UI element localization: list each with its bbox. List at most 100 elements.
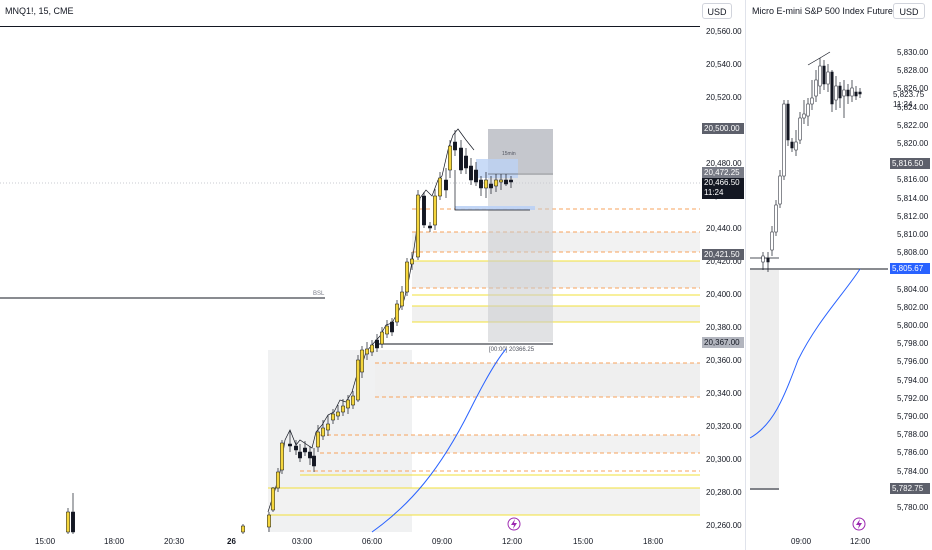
candle-bull bbox=[782, 103, 786, 177]
candle-bull bbox=[280, 442, 284, 471]
right-price-tick: 5,790.00 bbox=[897, 412, 929, 421]
candle-bear bbox=[308, 451, 312, 459]
left-price-tick: 20,520.00 bbox=[706, 92, 742, 102]
zone-shade-5 bbox=[320, 435, 700, 453]
right-price-tick: 5,786.00 bbox=[897, 448, 929, 458]
candle-bull bbox=[336, 411, 340, 417]
candle-bull bbox=[818, 65, 822, 87]
candle-bear bbox=[459, 147, 463, 171]
right-lightning-icon[interactable] bbox=[852, 517, 866, 531]
candle-bull bbox=[66, 511, 70, 533]
candle-bull bbox=[810, 97, 814, 105]
right-price-tick: 5,824.00 bbox=[897, 102, 929, 112]
candle-bull bbox=[774, 204, 778, 233]
ma-line bbox=[371, 348, 507, 533]
box-label: 15min bbox=[502, 151, 516, 157]
yellow-levels bbox=[268, 260, 700, 516]
candle-bear bbox=[422, 195, 426, 226]
zone-shade-1 bbox=[412, 232, 700, 252]
chart-separator[interactable] bbox=[745, 0, 746, 550]
left-price-tick: 20,560.00 bbox=[706, 27, 742, 36]
left-price-tick: 20,440.00 bbox=[706, 224, 742, 234]
right-countdown: 11:24 bbox=[893, 100, 913, 109]
candle-bear bbox=[288, 443, 292, 447]
candle-bull bbox=[360, 349, 364, 373]
candle-bull bbox=[778, 175, 782, 205]
right-price-tick: 5,798.00 bbox=[897, 339, 929, 349]
candle-bull bbox=[761, 255, 765, 263]
right-price-tick: 5,794.00 bbox=[897, 375, 929, 385]
candle-bear bbox=[489, 183, 493, 189]
right-price-tick: 5,784.00 bbox=[897, 466, 929, 476]
right-last-price-value: 5,823.75 bbox=[893, 90, 925, 99]
right-price-label-782: 5,782.75 bbox=[890, 483, 930, 494]
left-price-tick: 20,360.00 bbox=[706, 356, 742, 365]
left-price-tick: 20,380.00 bbox=[706, 323, 742, 333]
time-tick: 12:00 bbox=[502, 537, 523, 546]
candle-bull bbox=[351, 395, 355, 406]
candle-bull bbox=[448, 145, 452, 171]
left-price-tick: 20,540.00 bbox=[706, 59, 742, 69]
candle-bull bbox=[850, 87, 854, 97]
left-price-axis[interactable]: 20,560.00 20,540.00 20,520.00 20,500.00 20,4… bbox=[700, 26, 745, 536]
left-symbol-title[interactable]: MNQ1!, 15, CME bbox=[5, 6, 74, 16]
right-structure-line bbox=[807, 51, 831, 66]
candle-bull bbox=[400, 291, 404, 307]
candle-bull bbox=[365, 348, 369, 355]
right-price-tick: 5,802.00 bbox=[897, 302, 929, 312]
right-price-tick: 5,810.00 bbox=[897, 230, 929, 239]
candle-bear bbox=[453, 141, 457, 151]
candle-bull bbox=[494, 179, 498, 187]
candle-bear bbox=[464, 155, 468, 169]
price-label-421: 20,421.50 bbox=[702, 249, 744, 260]
left-price-tick: 20,420.00 bbox=[706, 257, 742, 267]
time-tick: 03:00 bbox=[292, 537, 313, 546]
candle-bull bbox=[380, 331, 384, 345]
right-price-tick: 5,826.00 bbox=[897, 84, 929, 94]
candle-bull bbox=[405, 261, 409, 293]
left-currency-button[interactable]: USD bbox=[702, 3, 732, 19]
right-last-price-label: 5,823.75 11:24 bbox=[893, 90, 931, 110]
right-price-tick: 5,804.00 bbox=[897, 284, 929, 294]
left-price-tick: 20,260.00 bbox=[706, 520, 742, 530]
left-price-tick: 20,340.00 bbox=[706, 388, 742, 398]
zone-shade-4 bbox=[375, 363, 700, 397]
right-price-tick: 5,808.00 bbox=[897, 248, 929, 258]
candle-bear bbox=[312, 455, 316, 467]
candle-bull bbox=[798, 117, 802, 141]
candle-bear bbox=[854, 91, 858, 97]
candle-bear bbox=[375, 339, 379, 349]
time-tick: 18:00 bbox=[104, 537, 125, 546]
left-chart-canvas[interactable]: BSL 15min [00:00] 20366.25 bbox=[0, 0, 745, 550]
right-currency-button[interactable]: USD bbox=[893, 3, 925, 19]
left-time-axis[interactable]: 15:00 18:00 20:30 26 03:00 06:00 09:00 12:00 15:… bbox=[0, 536, 700, 550]
candle-bull bbox=[271, 487, 275, 511]
right-chart-canvas[interactable] bbox=[748, 0, 888, 550]
right-candles bbox=[761, 58, 862, 272]
right-time-axis[interactable]: 09:00 12:00 bbox=[748, 536, 888, 550]
candle-bear bbox=[294, 445, 298, 451]
time-tick: 15:00 bbox=[573, 537, 594, 546]
right-price-tick: 5,830.00 bbox=[897, 48, 929, 57]
candle-bull bbox=[267, 514, 271, 528]
orange-levels bbox=[300, 208, 700, 472]
left-price-tick: 20,280.00 bbox=[706, 487, 742, 497]
candle-bear bbox=[479, 179, 483, 189]
candle-bull bbox=[802, 113, 806, 119]
candle-bull bbox=[842, 89, 846, 97]
candle-bull bbox=[356, 359, 360, 401]
candle-bull bbox=[794, 141, 798, 151]
time-tick: 18:00 bbox=[643, 537, 664, 546]
candle-bear bbox=[444, 179, 448, 191]
blue-strip bbox=[455, 206, 535, 210]
candle-bull bbox=[484, 179, 488, 189]
price-label-500: 20,500.00 bbox=[702, 123, 744, 134]
candle-bull bbox=[341, 405, 345, 413]
left-candles bbox=[66, 130, 513, 534]
candle-bull bbox=[814, 79, 818, 97]
candle-bear bbox=[509, 179, 513, 183]
right-symbol-title[interactable]: Micro E-mini S&P 500 Index Futures, 1! bbox=[752, 6, 910, 16]
bsl-label: BSL bbox=[313, 291, 325, 297]
lightning-icon[interactable] bbox=[507, 517, 521, 531]
time-tick: 15:00 bbox=[35, 537, 56, 546]
